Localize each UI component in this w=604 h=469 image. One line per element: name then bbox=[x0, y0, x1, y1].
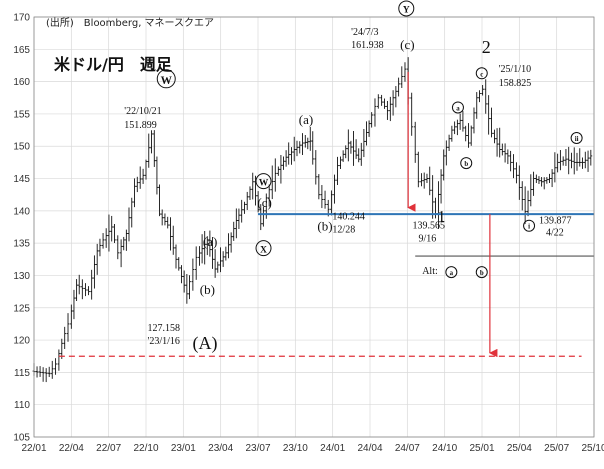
wave-circle bbox=[460, 157, 473, 170]
annotation-label: 161.938 bbox=[351, 40, 384, 51]
wave-label: ii bbox=[575, 136, 579, 143]
wave-label: i bbox=[528, 224, 530, 231]
wave-label: a bbox=[456, 105, 460, 112]
annotation-label: 12/28 bbox=[332, 224, 355, 235]
wave-circle bbox=[255, 173, 272, 190]
y-tick-label: 110 bbox=[14, 400, 30, 411]
x-tick-label: 25/07 bbox=[544, 443, 569, 454]
y-tick-label: 125 bbox=[13, 303, 30, 314]
annotation-label: 127.158 bbox=[148, 323, 181, 334]
x-tick-label: 22/04 bbox=[59, 443, 84, 454]
annotation-label: 9/16 bbox=[418, 234, 436, 245]
price-bars bbox=[32, 57, 593, 383]
annotation-label: '22/10/21 bbox=[124, 106, 161, 117]
y-tick-label: 140 bbox=[13, 206, 30, 217]
annotation-label: (A) bbox=[193, 333, 218, 354]
y-tick-label: 135 bbox=[13, 239, 30, 250]
x-tick-label: 22/10 bbox=[133, 443, 158, 454]
y-tick-label: 130 bbox=[13, 271, 30, 282]
x-tick-label: 23/07 bbox=[245, 443, 270, 454]
annotation-label: 139.877 bbox=[539, 216, 572, 227]
y-tick-label: 105 bbox=[13, 433, 30, 444]
annotation-label: (a) bbox=[203, 234, 217, 249]
reference-lines bbox=[58, 71, 594, 358]
chart-title: 米ドル/円 週足 bbox=[54, 55, 173, 74]
wave-label: X bbox=[260, 245, 267, 255]
y-axis-ticks: 105 110 115 120 125 130 135 140 145 150 155 160 165 1… bbox=[13, 13, 30, 444]
x-tick-label: 24/07 bbox=[395, 443, 420, 454]
wave-circle bbox=[475, 67, 488, 80]
annotation-label: 140.244 bbox=[332, 211, 365, 222]
y-tick-label: 120 bbox=[13, 336, 30, 347]
wave-label: Y bbox=[403, 6, 410, 16]
annotation-label: 1 bbox=[437, 209, 445, 226]
x-tick-label: 23/10 bbox=[283, 443, 308, 454]
y-tick-label: 165 bbox=[13, 45, 30, 56]
annotation-label: '25/1/10 bbox=[499, 64, 531, 75]
wave-circle bbox=[451, 101, 464, 114]
wave-circle bbox=[445, 266, 458, 279]
wave-circle bbox=[475, 266, 488, 279]
y-tick-label: 115 bbox=[14, 368, 30, 379]
annotation-label: Alt: bbox=[422, 266, 438, 277]
annotation-label: (b) bbox=[200, 282, 215, 297]
annotation-label: '24/7/3 bbox=[351, 27, 378, 38]
annotation-label: (a) bbox=[299, 112, 313, 127]
annotation-label: 151.899 bbox=[124, 120, 157, 131]
x-tick-label: 24/04 bbox=[357, 443, 382, 454]
y-tick-label: 145 bbox=[13, 174, 30, 185]
wave-circle bbox=[398, 0, 415, 17]
wave-label: W bbox=[161, 75, 173, 87]
wave-circle bbox=[523, 219, 536, 232]
x-tick-label: 22/07 bbox=[96, 443, 121, 454]
annotation-label: 158.825 bbox=[499, 78, 532, 89]
x-tick-label: 23/04 bbox=[208, 443, 233, 454]
annotation-label: '23/1/16 bbox=[148, 336, 180, 347]
source-note: (出所) Bloomberg, マネースクエア bbox=[46, 16, 214, 29]
wave-label: b bbox=[480, 270, 484, 277]
x-tick-label: 23/01 bbox=[171, 443, 196, 454]
annotation-label: (c) bbox=[257, 195, 271, 210]
annotation-label: 139.565 bbox=[412, 221, 445, 232]
annotation-label: (b) bbox=[317, 218, 332, 233]
y-tick-label: 160 bbox=[13, 77, 30, 88]
annotation-label: 2 bbox=[482, 37, 491, 57]
plot-frame bbox=[33, 16, 595, 438]
wave-label: a bbox=[450, 270, 454, 277]
x-tick-label: 25/01 bbox=[469, 443, 494, 454]
x-tick-label: 25/10 bbox=[581, 443, 604, 454]
x-tick-label: 25/04 bbox=[507, 443, 532, 454]
wave-circle bbox=[156, 69, 176, 89]
wave-label: c bbox=[480, 71, 483, 78]
y-tick-label: 155 bbox=[13, 109, 30, 120]
y-tick-label: 170 bbox=[13, 13, 30, 24]
wave-label: b bbox=[464, 161, 468, 168]
x-axis-ticks: 22/01 22/04 22/07 22/10 23/01 23/04 23/07 23/10… bbox=[21, 443, 604, 454]
wave-label: W bbox=[259, 178, 269, 188]
annotation-label: 4/22 bbox=[546, 228, 564, 239]
wave-circle bbox=[570, 131, 583, 144]
x-tick-label: 24/10 bbox=[432, 443, 457, 454]
wave-annotations: W '22/10/21 151.899 (a) (b) (A) 127.158 '23/1/1… bbox=[124, 0, 583, 354]
wave-circle bbox=[255, 240, 272, 257]
y-tick-label: 150 bbox=[13, 142, 30, 153]
x-tick-label: 24/01 bbox=[320, 443, 345, 454]
annotation-label: (c) bbox=[400, 37, 414, 52]
x-tick-label: 22/01 bbox=[21, 443, 46, 454]
